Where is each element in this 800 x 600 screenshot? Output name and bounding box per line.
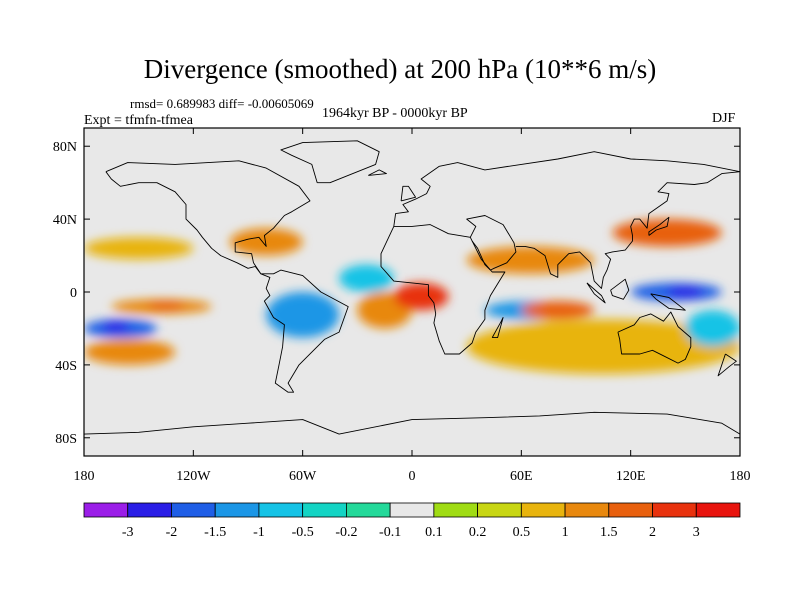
coastline-1	[380, 224, 506, 355]
colorbar-label: 1.5	[600, 525, 618, 540]
colorbar-labels: -3 -2 -1.5 -1 -0.5 -0.2 -0.1 0.1 0.2 0.5 1 1.5 2 3	[122, 525, 700, 540]
x-axis: 180 120W 60W 0 60E 120E 180	[74, 128, 751, 484]
colorbar-box	[652, 502, 697, 518]
colorbar-label: 2	[649, 525, 656, 540]
colorbar-label: -0.2	[335, 525, 357, 540]
field-pos-asia-jet	[612, 219, 722, 247]
colorbar-box	[564, 502, 610, 518]
colorbar-label: -0.5	[292, 525, 314, 540]
colorbar-box	[433, 502, 479, 518]
field-neg-w-pacific-s	[685, 310, 740, 347]
field-pos-indian	[521, 301, 595, 320]
colorbar-label: 0.1	[425, 525, 443, 540]
divergence-field	[84, 219, 740, 374]
y-axis: 80N 40N 0 40S 80S	[53, 140, 740, 447]
field-neg-maritime-2	[667, 286, 704, 298]
field-neg-s-america	[266, 292, 340, 338]
colorbar-box	[477, 502, 522, 518]
coastline-4	[515, 171, 740, 289]
coastline-7	[610, 278, 630, 300]
field-pos-ct-pacific-3	[147, 301, 185, 311]
coastline-13	[368, 169, 387, 176]
period-label: 1964kyr BP - 0000kyr BP	[322, 106, 468, 121]
field-pos-ct-pacific-1	[84, 237, 194, 260]
colorbar-label: -1.5	[204, 525, 226, 540]
chart-title: Divergence (smoothed) at 200 hPa (10**6 …	[143, 54, 657, 84]
season-label: DJF	[712, 111, 736, 126]
coastline-3	[466, 215, 517, 271]
coastline-0	[105, 160, 349, 393]
x-tick-label: 120W	[176, 469, 211, 484]
coastline-12	[400, 185, 417, 202]
x-tick-label: 60W	[289, 469, 317, 484]
field-pos-gulf-guinea	[393, 282, 449, 311]
colorbar-label: -0.1	[379, 525, 401, 540]
x-tick-label: 0	[409, 469, 416, 484]
x-tick-label: 120E	[616, 469, 646, 484]
colorbar-box	[389, 502, 435, 518]
coastline-15	[717, 353, 737, 377]
y-tick-label: 40N	[53, 213, 77, 228]
colorbar-box	[171, 502, 216, 518]
colorbar-box	[608, 502, 653, 518]
y-tick-label: 80N	[53, 140, 77, 155]
field-pos-n-atl-1	[229, 228, 303, 256]
colorbar-box	[214, 502, 260, 518]
y-tick-label: 0	[70, 286, 77, 301]
colorbar-label: 1	[562, 525, 569, 540]
field-pos-africa-asia	[466, 246, 595, 274]
coastline-10	[280, 140, 380, 184]
field-pos-s-pacific	[84, 339, 176, 365]
colorbar-box	[83, 502, 129, 518]
y-tick-label: 40S	[55, 359, 77, 374]
colorbar-label: -1	[253, 525, 265, 540]
colorbar-box	[127, 502, 172, 518]
colorbar-box	[520, 502, 566, 518]
colorbar-label: 0.2	[469, 525, 487, 540]
coastline-9	[648, 216, 670, 236]
x-tick-label: 180	[730, 469, 751, 484]
stats-label: rmsd= 0.689983 diff= -0.00605069	[130, 96, 314, 111]
coastline-6	[586, 282, 606, 304]
field-neg-ct-pacific-2	[102, 321, 130, 333]
colorbar-box	[345, 502, 391, 518]
experiment-label: Expt = tfmfn-tfmea	[84, 113, 193, 128]
coastline-2	[393, 151, 740, 227]
colorbar-label: 3	[693, 525, 700, 540]
colorbar-box	[258, 502, 304, 518]
x-tick-label: 60E	[510, 469, 533, 484]
colorbar-label: -3	[122, 525, 134, 540]
colorbar-box	[302, 502, 347, 518]
coastline-11	[491, 317, 504, 339]
y-tick-label: 80S	[55, 432, 77, 447]
colorbar-label: 0.5	[513, 525, 531, 540]
coastline-5	[617, 311, 692, 364]
colorbar-label: -2	[166, 525, 178, 540]
x-tick-label: 180	[74, 469, 95, 484]
colorbar-box	[695, 502, 741, 518]
coastline-14	[84, 411, 740, 435]
colorbar	[83, 502, 741, 518]
coastline-8	[650, 293, 686, 311]
coastlines	[84, 140, 740, 435]
field-neg-atl-eq	[339, 264, 394, 293]
